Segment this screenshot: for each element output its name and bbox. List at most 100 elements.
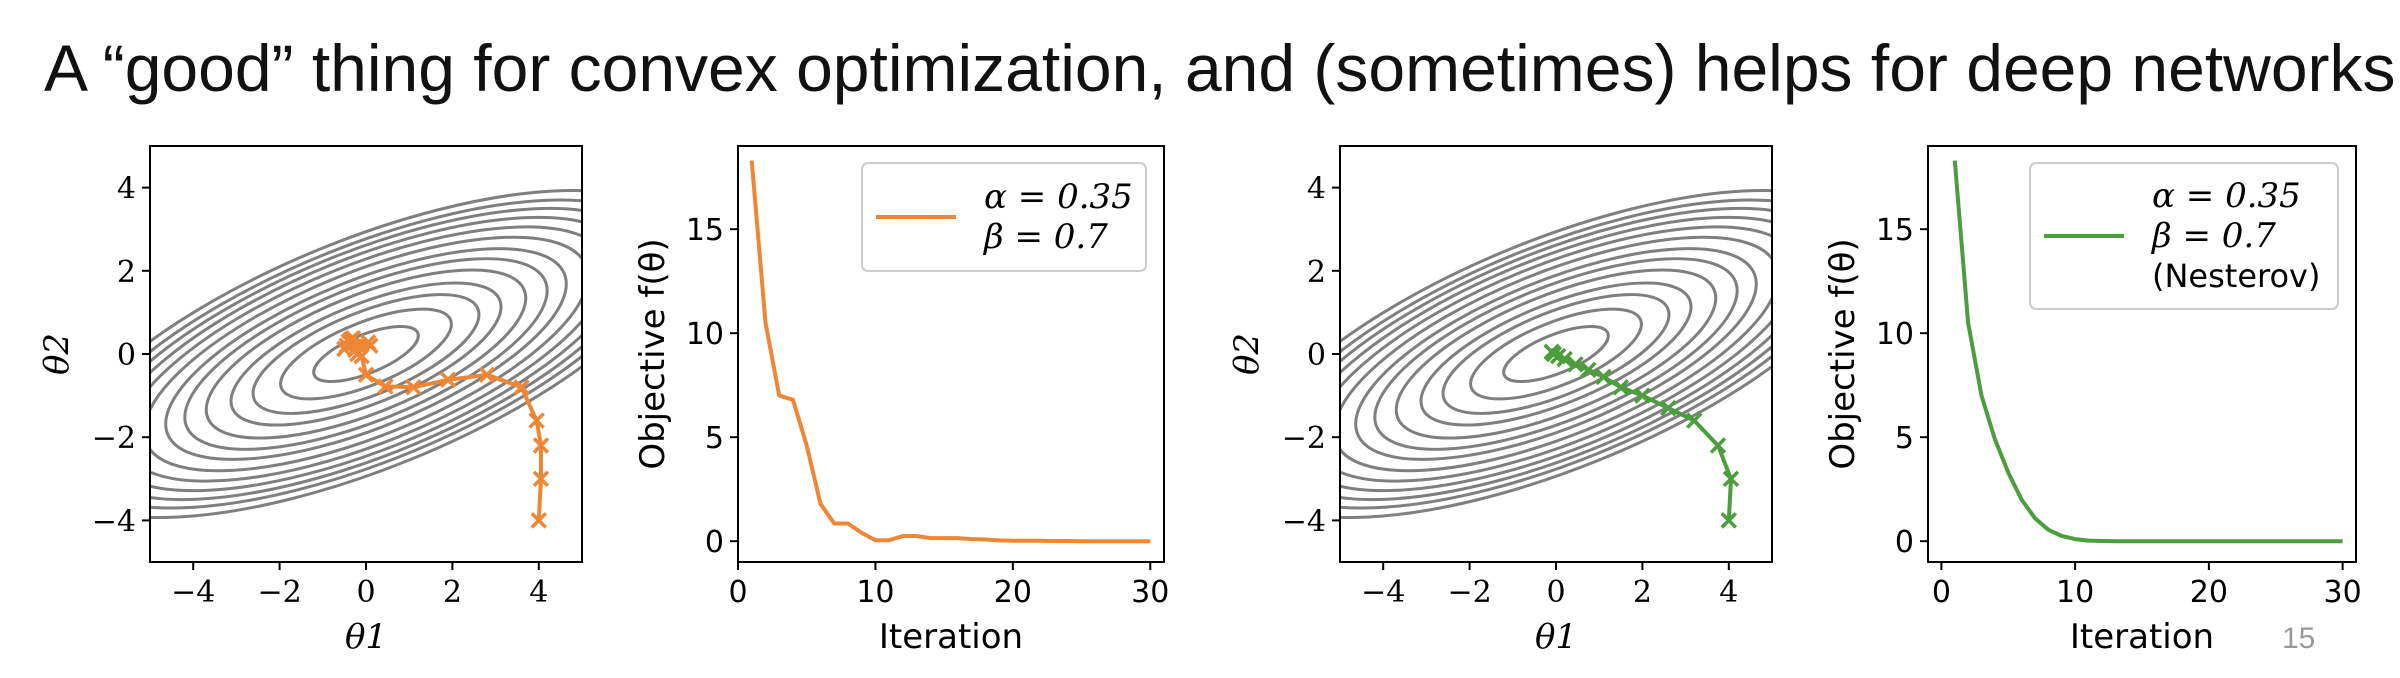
y-axis-label: Objective f(θ) bbox=[1823, 238, 1863, 469]
contour-ellipse bbox=[1502, 324, 1610, 384]
x-tick-label: 2 bbox=[1633, 575, 1652, 610]
y-tick-label: 5 bbox=[705, 421, 724, 456]
data-point-marker bbox=[1634, 387, 1651, 404]
series bbox=[1543, 343, 1740, 529]
contour-plot-nesterov: −4 −2 0 2 4 −4 −2 0 2 4 θ1 θ2 bbox=[1227, 145, 1773, 657]
legend-label: β = 0.7 bbox=[2150, 216, 2276, 256]
contour-plot-momentum: −4 −2 0 2 4 −4 −2 0 2 4 θ1 θ2 bbox=[37, 145, 583, 657]
objective-plot-momentum: 0 10 20 30 0 5 10 15 Iteration Objective f(θ) α = … bbox=[633, 145, 1169, 657]
y-tick-label: 10 bbox=[1876, 317, 1914, 352]
y-tick-label: −4 bbox=[92, 504, 136, 539]
data-point-marker bbox=[1580, 361, 1597, 379]
contour-ellipse bbox=[1340, 188, 1772, 520]
slide-title: A “good” thing for convex optimization, … bbox=[44, 31, 2396, 105]
y-tick-label: 2 bbox=[1307, 255, 1326, 290]
contour-ellipse bbox=[150, 206, 582, 502]
x-axis-label: Iteration bbox=[879, 617, 1023, 657]
x-axis-label: θ1 bbox=[1535, 617, 1577, 657]
data-point-marker bbox=[532, 437, 550, 454]
contour-ellipse bbox=[150, 215, 582, 493]
legend-label: (Nesterov) bbox=[2152, 257, 2320, 295]
x-tick-label: 10 bbox=[2056, 575, 2094, 610]
y-tick-label: −4 bbox=[1282, 504, 1326, 539]
contour-ellipse bbox=[164, 247, 568, 461]
x-tick-label: 2 bbox=[443, 575, 462, 610]
y-tick-label: 0 bbox=[1307, 338, 1326, 373]
y-tick-label: 10 bbox=[686, 317, 724, 352]
data-point-marker bbox=[1543, 343, 1560, 361]
x-tick-label: 0 bbox=[1546, 575, 1565, 610]
y-tick-label: 0 bbox=[705, 525, 724, 560]
objective-plot-nesterov: 0 10 20 30 0 5 10 15 Iteration Objective f(θ) α = … bbox=[1823, 145, 2362, 657]
contour-ellipse bbox=[1340, 225, 1772, 483]
contour-ellipse bbox=[1340, 215, 1772, 493]
series bbox=[336, 329, 550, 529]
contour-ellipse bbox=[204, 268, 528, 440]
x-tick-label: 30 bbox=[1131, 575, 1169, 610]
legend: α = 0.35β = 0.7(Nesterov) bbox=[2029, 162, 2339, 310]
x-tick-label: 4 bbox=[1719, 575, 1738, 610]
legend-box bbox=[861, 162, 1147, 272]
x-tick-label: 10 bbox=[856, 575, 894, 610]
y-tick-label: 5 bbox=[1895, 421, 1914, 456]
x-tick-label: 4 bbox=[529, 575, 548, 610]
data-point-marker bbox=[478, 366, 496, 384]
contour-ellipse bbox=[1340, 198, 1772, 510]
contour-ellipse bbox=[1419, 281, 1693, 427]
x-tick-label: −2 bbox=[1447, 575, 1491, 610]
series-line bbox=[1952, 160, 2343, 544]
x-tick-label: −4 bbox=[171, 575, 215, 610]
data-point-marker bbox=[1722, 470, 1740, 488]
contour-ellipse bbox=[229, 281, 503, 427]
x-tick-label: 0 bbox=[1932, 575, 1951, 610]
y-tick-label: 15 bbox=[686, 213, 724, 248]
contour-ellipse bbox=[1373, 257, 1739, 451]
data-point-marker bbox=[528, 412, 545, 429]
y-tick-label: 4 bbox=[117, 172, 136, 207]
legend-label: α = 0.35 bbox=[2152, 176, 2301, 216]
x-tick-label: −2 bbox=[257, 575, 301, 610]
data-point-marker bbox=[351, 336, 368, 354]
axes-frame bbox=[737, 145, 1165, 563]
contour-ellipse bbox=[1340, 235, 1772, 473]
contour-ellipse bbox=[1354, 247, 1758, 461]
x-tick-label: 20 bbox=[994, 575, 1032, 610]
contour-ellipse bbox=[150, 188, 582, 520]
slide-number: 15 bbox=[2282, 622, 2316, 655]
legend-label: β = 0.7 bbox=[982, 217, 1108, 257]
data-point-marker bbox=[405, 379, 422, 396]
y-tick-label: 0 bbox=[117, 338, 136, 373]
legend-box bbox=[2029, 162, 2339, 310]
contour-ellipse bbox=[1340, 206, 1772, 502]
x-tick-label: −4 bbox=[1361, 575, 1405, 610]
data-point-marker bbox=[1595, 368, 1612, 386]
data-point-marker bbox=[1720, 512, 1738, 529]
data-point-marker bbox=[513, 379, 530, 396]
x-tick-label: 0 bbox=[728, 575, 747, 610]
contour-lines bbox=[1340, 188, 1772, 520]
data-point-marker bbox=[532, 470, 550, 488]
data-point-marker bbox=[340, 333, 357, 350]
y-tick-label: −2 bbox=[1282, 421, 1326, 456]
series-line bbox=[749, 160, 1151, 544]
y-tick-label: 4 bbox=[1307, 172, 1326, 207]
contour-ellipse bbox=[150, 225, 582, 483]
series bbox=[1952, 160, 2343, 544]
data-point-marker bbox=[357, 366, 375, 384]
y-tick-label: 0 bbox=[1895, 525, 1914, 560]
contour-lines bbox=[150, 188, 582, 520]
y-tick-label: 2 bbox=[117, 255, 136, 290]
legend-label: α = 0.35 bbox=[984, 177, 1133, 217]
x-axis-label: θ1 bbox=[345, 617, 387, 657]
data-point-marker bbox=[377, 378, 394, 395]
y-tick-label: −2 bbox=[92, 421, 136, 456]
axes-frame bbox=[1927, 145, 2357, 563]
data-point-marker bbox=[530, 512, 548, 529]
data-point-marker bbox=[1686, 412, 1703, 429]
x-axis-label: Iteration bbox=[2070, 617, 2214, 657]
y-axis-label: θ2 bbox=[37, 333, 77, 375]
y-axis-label: Objective f(θ) bbox=[633, 238, 673, 469]
data-point-marker bbox=[1709, 437, 1727, 454]
x-tick-label: 0 bbox=[356, 575, 375, 610]
